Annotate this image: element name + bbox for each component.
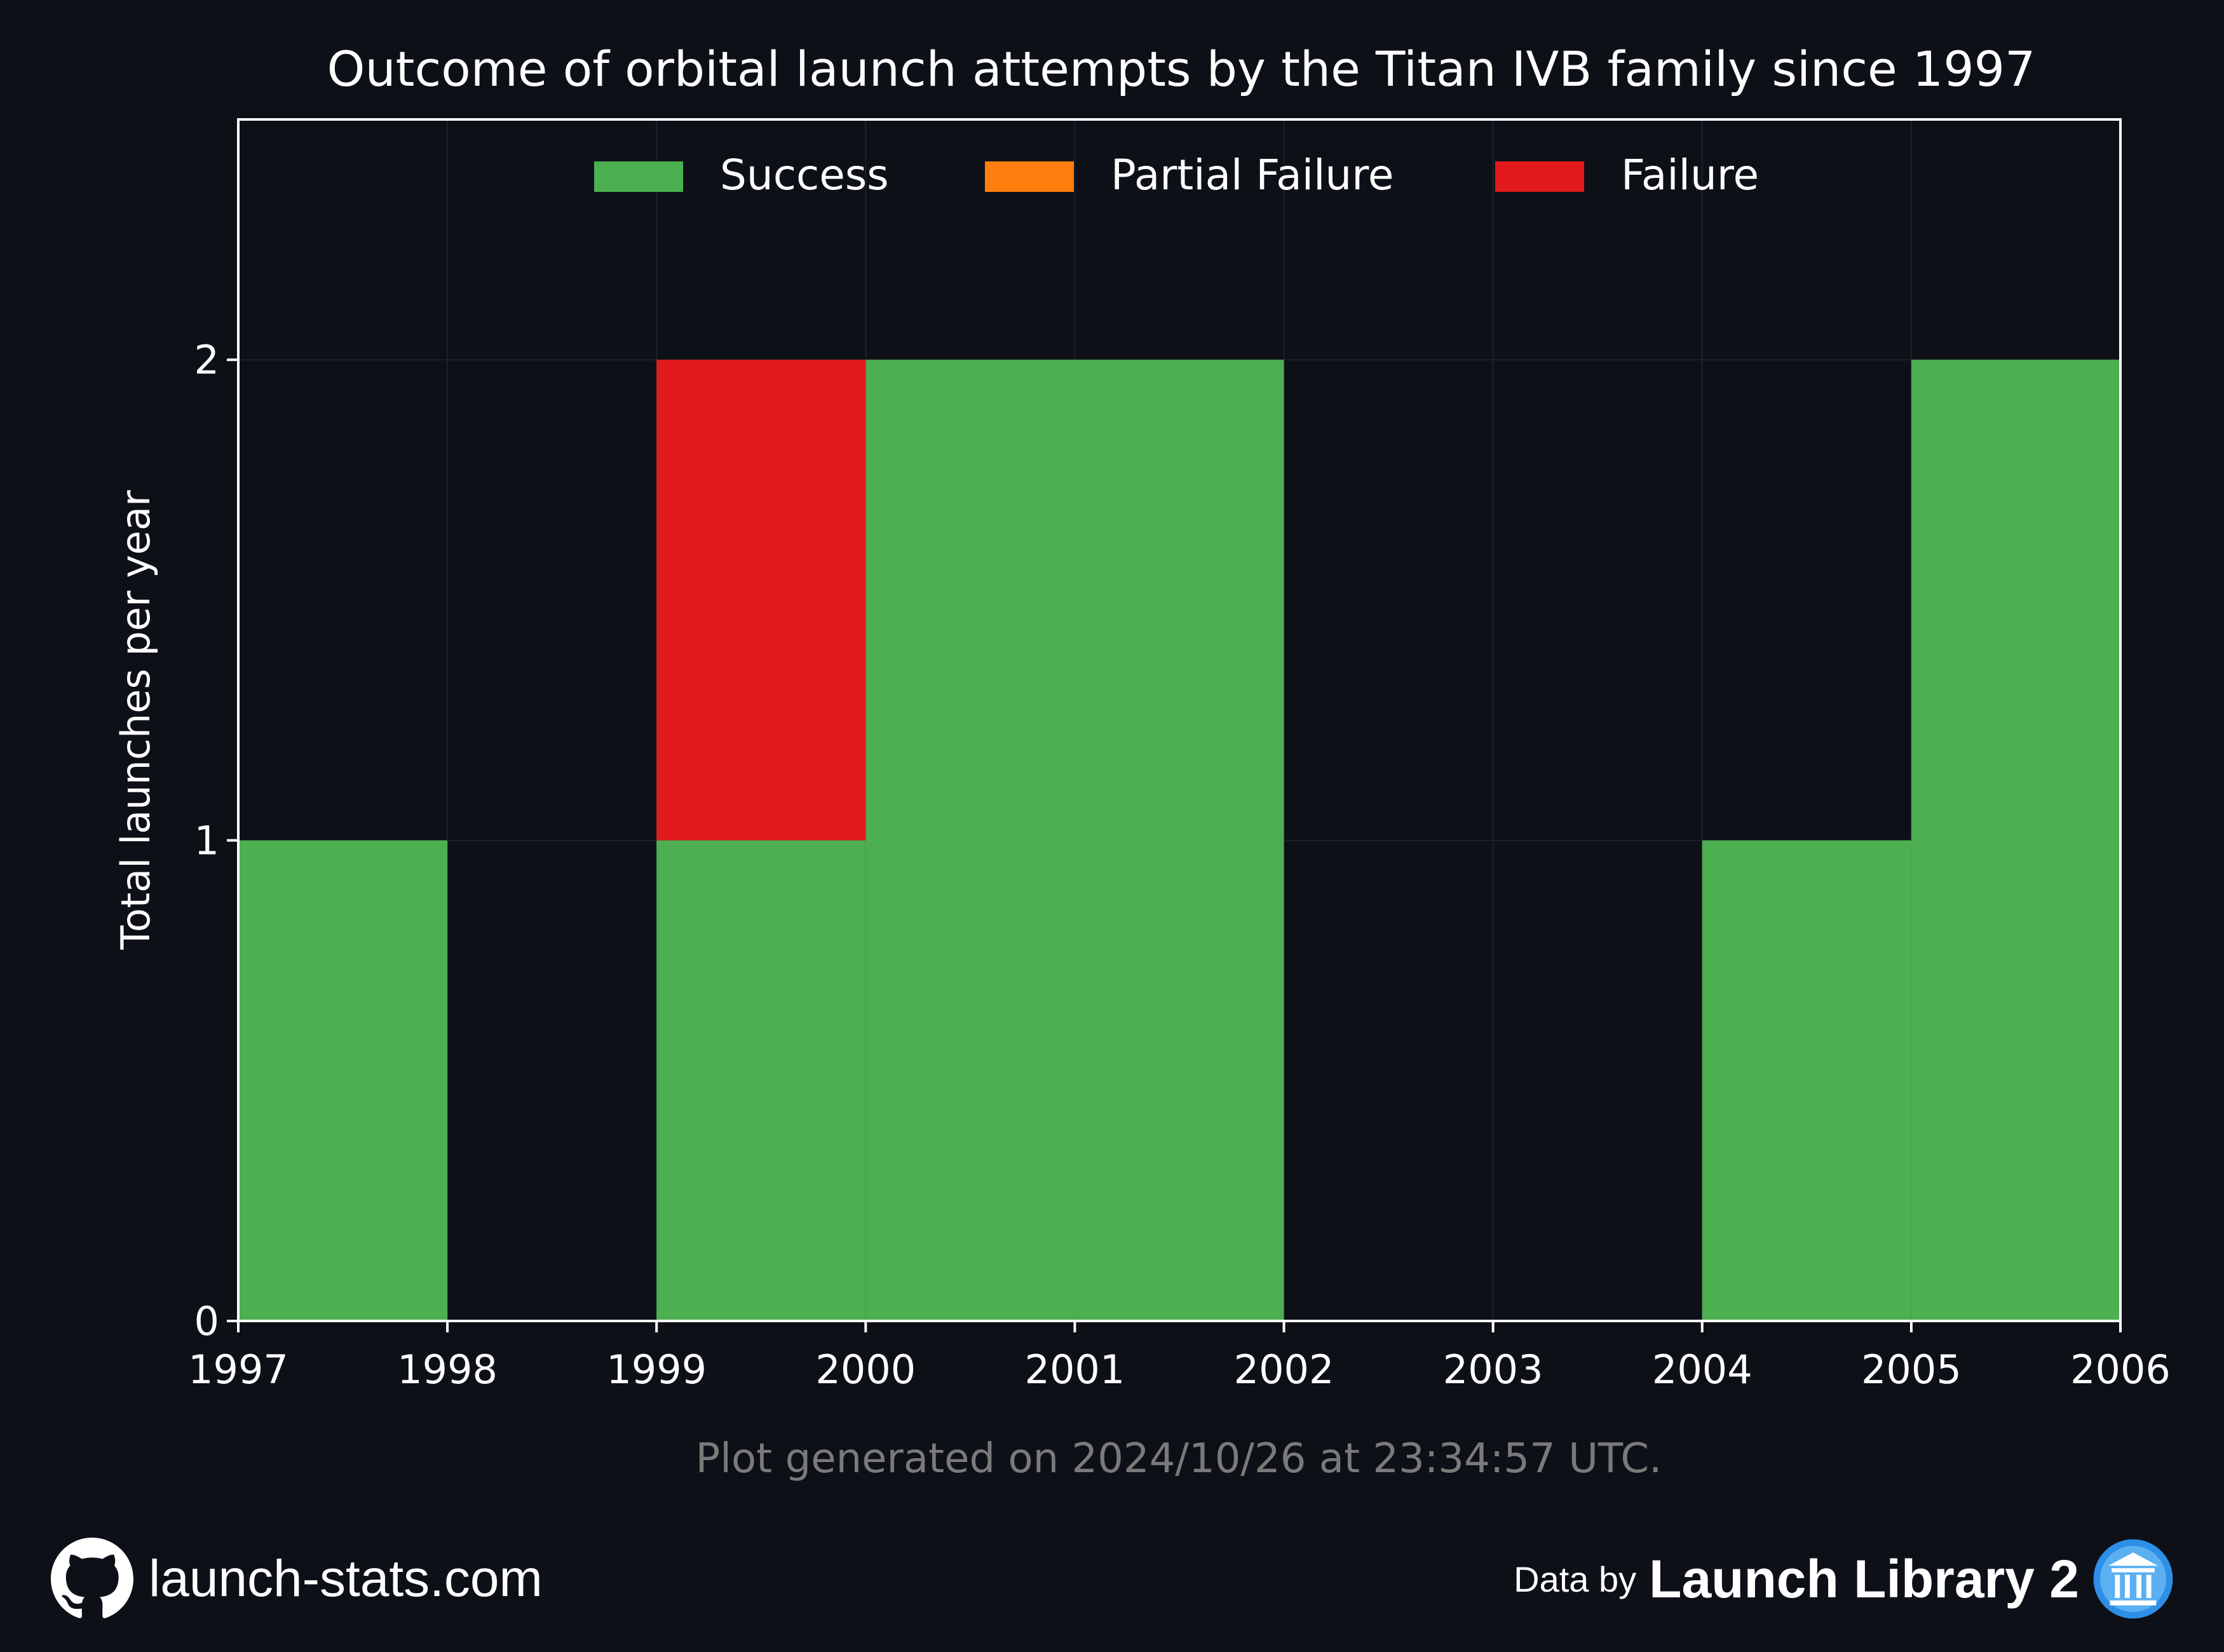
x-tick-label: 2003 [1443, 1346, 1543, 1393]
x-tick-label: 2002 [1234, 1346, 1334, 1393]
legend-label: Failure [1621, 151, 1759, 200]
chart-title: Outcome of orbital launch attempts by th… [327, 41, 2036, 97]
x-tick-label: 1997 [188, 1346, 288, 1393]
x-tick-label: 1998 [397, 1346, 498, 1393]
x-tick-label: 2001 [1025, 1346, 1125, 1393]
bar-success-2004 [1702, 840, 1911, 1321]
legend-swatch-success [594, 161, 683, 192]
legend: Success Partial Failure Failure [594, 151, 1759, 200]
x-tick-label: 2006 [2070, 1346, 2171, 1393]
data-by-prefix: Data by [1514, 1559, 1637, 1599]
x-tick-label: 2000 [815, 1346, 916, 1393]
bar-success-2001 [1075, 360, 1284, 1322]
bar-success-1997 [238, 840, 448, 1321]
legend-swatch-failure [1495, 161, 1584, 192]
data-by-name[interactable]: Launch Library 2 [1649, 1548, 2079, 1609]
github-icon [51, 1538, 133, 1618]
site-link[interactable]: launch-stats.com [149, 1550, 543, 1608]
library-icon [2093, 1539, 2173, 1619]
bar-success-1999 [656, 840, 866, 1321]
y-tick-label: 2 [194, 337, 219, 383]
x-tick-label: 1999 [606, 1346, 707, 1393]
bar-success-2005 [1911, 360, 2120, 1322]
y-axis-label: Total launches per year [112, 490, 159, 950]
bar-success-2000 [865, 360, 1075, 1322]
bars-layer [238, 360, 2120, 1322]
x-tick-label: 2004 [1652, 1346, 1753, 1393]
site-credit[interactable]: launch-stats.com [51, 1538, 543, 1620]
axes-layer: 1997 1998 1999 2000 2001 2002 2003 2004 2005 2006… [188, 337, 2171, 1393]
bar-failure-1999 [656, 360, 866, 841]
plot-frame [237, 118, 2122, 1322]
y-tick-label: 1 [194, 818, 219, 864]
y-tick-label: 0 [194, 1298, 219, 1344]
legend-swatch-partial-failure [985, 161, 1074, 192]
legend-label: Success [720, 151, 889, 200]
legend-label: Partial Failure [1111, 151, 1394, 200]
generated-caption: Plot generated on 2024/10/26 at 23:34:57… [696, 1435, 1662, 1482]
x-tick-label: 2005 [1861, 1346, 1962, 1393]
data-credit[interactable]: Data by Launch Library 2 [1514, 1538, 2174, 1620]
